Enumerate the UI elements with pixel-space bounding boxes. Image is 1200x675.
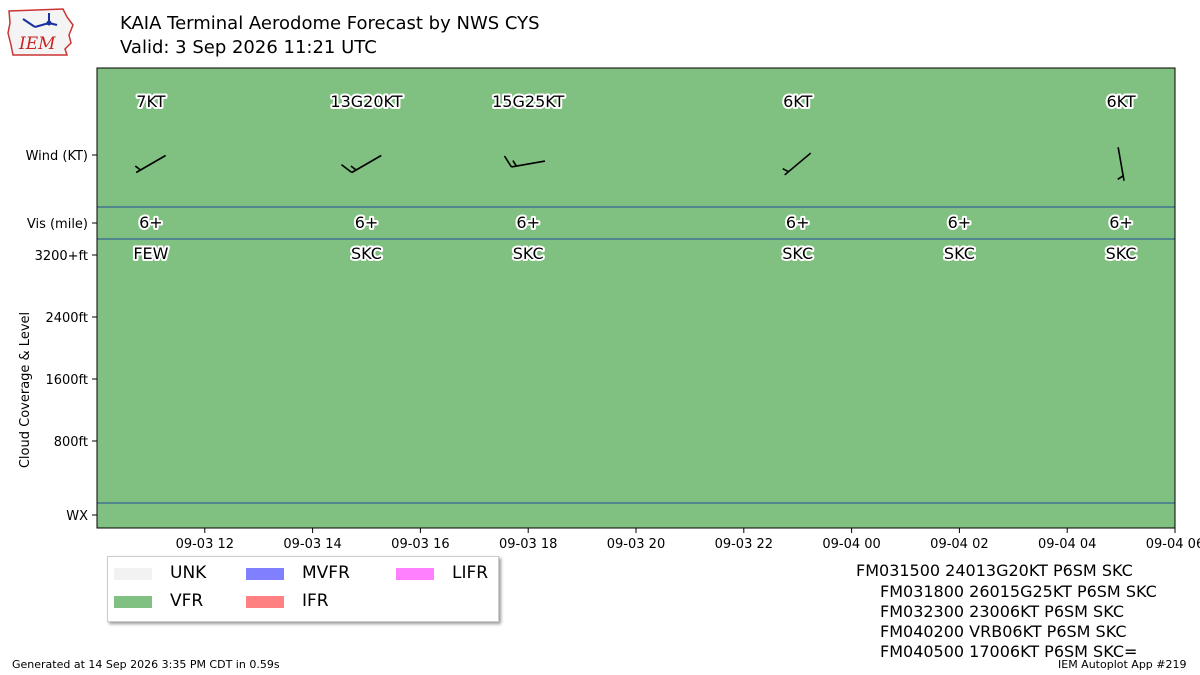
legend: UNK VFR MVFR IFR LIFR [107,556,499,622]
y-axis-label: Cloud Coverage & Level [18,312,33,468]
taf-line: FM032300 23006KT P6SM SKC [880,602,1124,621]
y-tick-label: 3200+ft [35,249,88,264]
visibility-label: 6+ [786,213,810,232]
x-tick-label: 09-04 00 [822,537,880,552]
legend-swatch [246,596,284,608]
visibility-label: 6+ [516,213,540,232]
wind-speed-label: 6KT [1106,92,1135,111]
chart-title: KAIA Terminal Aerodome Forecast by NWS C… [120,13,540,34]
visibility-label: 6+ [355,213,379,232]
iem-logo: IEM [7,8,74,56]
legend-swatch [246,568,284,580]
x-tick-label: 09-03 22 [715,537,773,552]
taf-line: FM031800 26015G25KT P6SM SKC [880,582,1157,601]
generated-footer: Generated at 14 Sep 2026 3:35 PM CDT in … [12,658,280,671]
sky-cover-label: SKC [782,244,813,263]
wind-speed-label: 13G20KT [330,92,402,111]
taf-line: FM031500 24013G20KT P6SM SKC [856,561,1133,580]
y-tick-label: Wind (KT) [26,149,88,164]
wind-speed-label: 7KT [136,92,165,111]
taf-line: FM040200 VRB06KT P6SM SKC [880,622,1127,641]
sky-cover-label: SKC [351,244,382,263]
x-tick-label: 09-03 20 [607,537,665,552]
wind-barb [503,155,546,168]
x-tick-label: 09-03 12 [176,537,234,552]
legend-swatch [114,596,152,608]
wind-barb [782,152,812,176]
x-tick-label: 09-04 02 [930,537,988,552]
legend-swatch [396,568,434,580]
y-tick-label: 800ft [54,435,88,450]
weather-station-icon [22,13,58,28]
visibility-label: 6+ [1109,213,1133,232]
sky-cover-label: FEW [133,244,168,263]
x-tick-label: 09-03 16 [391,537,449,552]
x-tick-label: 09-03 14 [283,537,341,552]
y-tick-label: WX [66,509,88,524]
y-tick-label: Vis (mile) [27,217,88,232]
sky-cover-label: SKC [944,244,975,263]
x-tick-label: 09-04 04 [1038,537,1096,552]
y-tick-label: 2400ft [45,311,88,326]
x-tick-label: 09-03 18 [499,537,557,552]
sky-cover-label: SKC [1106,244,1137,263]
flight-category-fill [97,68,1175,528]
wind-barb [1117,147,1125,181]
logo-text: IEM [18,34,56,54]
visibility-label: 6+ [948,213,972,232]
app-footer: IEM Autoplot App #219 [1058,658,1187,671]
legend-swatch [114,568,152,580]
wind-barb [340,154,382,174]
valid-time: Valid: 3 Sep 2026 11:21 UTC [120,37,377,58]
wind-barb [134,154,167,174]
visibility-label: 6+ [139,213,163,232]
wind-speed-label: 15G25KT [492,92,564,111]
x-tick-label: 09-04 06 [1146,537,1200,552]
taf-line: FM040500 17006KT P6SM SKC= [880,642,1138,661]
y-tick-label: 1600ft [45,373,88,388]
wind-speed-label: 6KT [783,92,812,111]
sky-cover-label: SKC [513,244,544,263]
